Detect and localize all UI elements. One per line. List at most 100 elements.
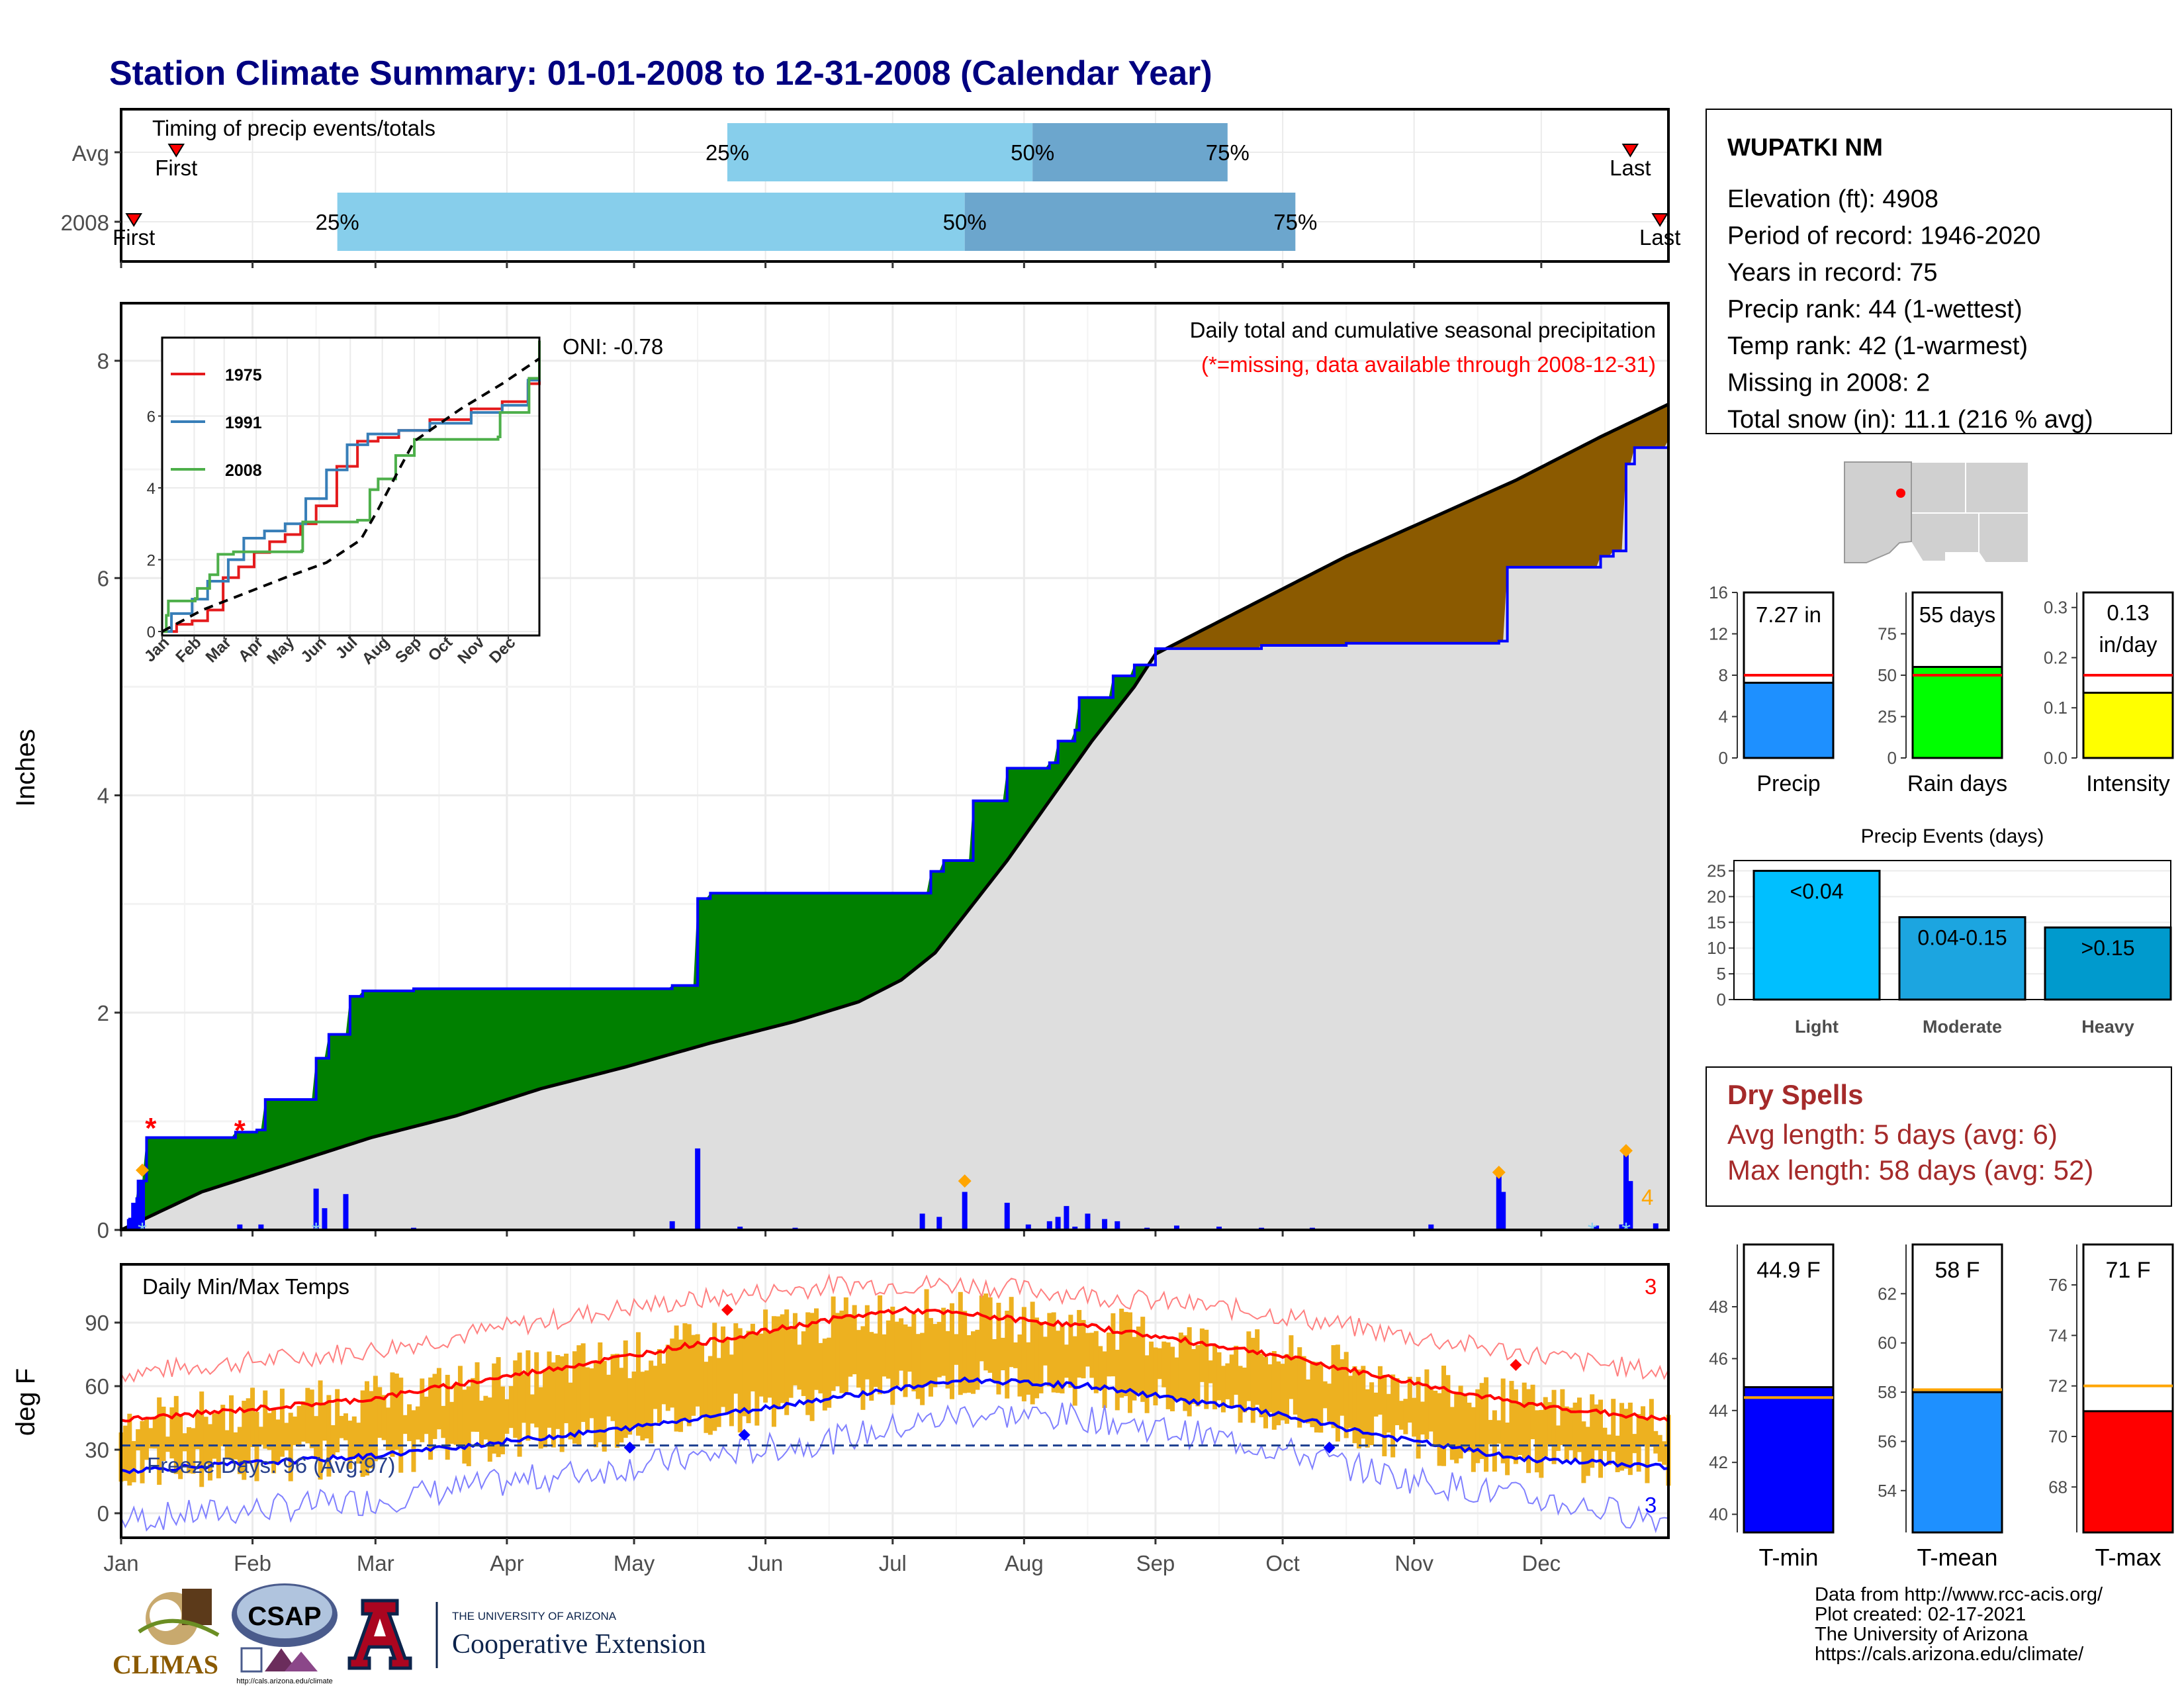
daily-temp-bar — [576, 1345, 582, 1447]
inset-y-tick-label: 0 — [147, 624, 156, 641]
daily-temp-bar — [780, 1314, 785, 1403]
daily-temp-bar — [195, 1413, 200, 1450]
daily-precip-bar — [1004, 1202, 1010, 1230]
daily-temp-bar — [1119, 1308, 1124, 1398]
precip-observed-line — [121, 440, 1670, 1231]
daily-temp-bar — [136, 1429, 141, 1451]
temp-summary-bar-2-value-bar — [2082, 1410, 2174, 1534]
daily-temp-bar — [1445, 1375, 1451, 1446]
daily-temp-bar — [449, 1401, 455, 1444]
daily-temp-bar — [1433, 1390, 1438, 1447]
month-tick-label: Oct — [1265, 1551, 1299, 1575]
month-tick-label: Jun — [748, 1551, 783, 1575]
daily-precip-bar — [669, 1221, 675, 1230]
timing-title: Timing of precip events/totals — [152, 116, 435, 140]
daily-temp-bar — [1089, 1333, 1095, 1378]
daily-temp-bar — [1123, 1311, 1128, 1397]
daily-temp-bar — [737, 1328, 743, 1432]
timing-p75-label: 75% — [1206, 140, 1250, 165]
timing-p50-label: 50% — [943, 210, 987, 234]
daily-temp-bar — [1259, 1353, 1264, 1418]
summary-bar-0-value-bar — [1743, 681, 1835, 759]
temp-y-tick-label: 90 — [85, 1311, 109, 1335]
daily-precip-bar — [1046, 1221, 1052, 1230]
daily-temp-bar — [928, 1318, 933, 1397]
footer-credits: Data from http://www.rcc-acis.org/Plot c… — [1815, 1584, 2103, 1665]
inset-x-tick-label: Feb — [172, 633, 205, 666]
daily-temp-bar — [1479, 1383, 1484, 1460]
precip-corner-count: 4 — [1641, 1185, 1653, 1209]
dry-spells-title: Dry Spells — [1727, 1079, 1863, 1110]
month-tick-label: Mar — [357, 1551, 394, 1575]
daily-temp-bar — [1543, 1397, 1548, 1457]
daily-temp-bar — [627, 1378, 633, 1435]
daily-temp-bar — [589, 1368, 594, 1419]
daily-temp-bar — [1285, 1354, 1290, 1424]
daily-temp-bar — [763, 1309, 768, 1403]
daily-precip-bar — [1173, 1225, 1179, 1230]
temp-summary-bar-1-y-tick-label: 58 — [1878, 1382, 1897, 1402]
daily-temp-bar — [1322, 1381, 1328, 1409]
daily-temp-bar — [585, 1367, 590, 1431]
footer-credit-line: Data from http://www.rcc-acis.org/ — [1815, 1584, 2103, 1605]
daily-temp-bar — [335, 1389, 340, 1452]
temp-summary-label: T-min — [1759, 1544, 1819, 1571]
temp-summary-bar-0-y-tick-label: 46 — [1709, 1348, 1728, 1368]
daily-temp-bar — [1314, 1362, 1319, 1432]
daily-temp-bar — [415, 1406, 420, 1440]
daily-temp-bar — [598, 1342, 603, 1442]
daily-temp-bar — [1484, 1377, 1489, 1472]
daily-temp-bar — [483, 1395, 488, 1440]
state-map — [1843, 460, 2030, 565]
inset-avg-line — [161, 357, 541, 633]
precip-avg-area — [121, 440, 1668, 1230]
daily-temp-bar — [1085, 1333, 1090, 1367]
daily-temp-bar — [933, 1324, 938, 1387]
daily-temp-bar — [237, 1427, 242, 1474]
daily-temp-bar — [131, 1440, 136, 1483]
heavy-event-marker — [1492, 1166, 1506, 1180]
daily-temp-bar — [1369, 1382, 1375, 1446]
daily-temp-bar — [843, 1297, 848, 1394]
daily-temp-bar — [271, 1409, 277, 1474]
daily-temp-bar — [1615, 1435, 1620, 1472]
timing-p25-label: 25% — [705, 140, 749, 165]
daily-temp-bar — [1564, 1406, 1569, 1460]
daily-temp-bar — [1518, 1403, 1523, 1456]
daily-temp-bar — [1467, 1402, 1472, 1452]
footer-credit-line: https://cals.arizona.edu/climate/ — [1815, 1644, 2084, 1665]
precip-y-tick-label: 0 — [97, 1218, 109, 1243]
temp-summary-bar-2-y-tick-label: 68 — [2048, 1477, 2068, 1497]
daily-temp-bar — [284, 1423, 289, 1451]
daily-temp-bar — [564, 1353, 569, 1423]
record-high-marker — [721, 1303, 733, 1316]
daily-temp-bar — [386, 1407, 391, 1450]
daily-temp-bar — [351, 1416, 357, 1457]
daily-temp-bar — [1068, 1315, 1073, 1388]
daily-precip-bar — [1594, 1225, 1600, 1230]
daily-temp-bar — [678, 1339, 684, 1432]
freeze-days-label: Freeze Days: 96 (Avg:97) — [147, 1453, 395, 1477]
daily-temp-bar — [178, 1414, 183, 1479]
daily-temp-bar — [1267, 1364, 1273, 1413]
summary-bar-1-y-tick-label: 0 — [1888, 748, 1897, 768]
daily-temp-bar — [314, 1416, 319, 1459]
avg-min-temp-line — [120, 1376, 1669, 1474]
daily-temp-bar — [140, 1421, 145, 1483]
daily-temp-bar — [979, 1295, 984, 1362]
daily-temp-bar — [390, 1372, 395, 1457]
daily-temp-bar — [1475, 1389, 1480, 1464]
precip-avg-line — [120, 402, 1670, 1232]
daily-temp-bar — [894, 1321, 899, 1386]
daily-temp-bar — [649, 1360, 654, 1444]
temp-summary-bar-2-y-tick-label: 70 — [2048, 1427, 2068, 1446]
timing-bar-50-75 — [1032, 123, 1228, 181]
daily-temp-bar — [165, 1436, 170, 1452]
daily-precip-bar — [140, 1181, 146, 1230]
daily-temp-bar — [1560, 1389, 1565, 1446]
daily-temp-bar — [122, 1425, 128, 1481]
daily-temp-bar — [949, 1303, 954, 1399]
daily-temp-bar — [835, 1313, 841, 1387]
daily-temp-bar — [208, 1424, 213, 1481]
temp-summary-bar-0-value-bar — [1743, 1386, 1835, 1534]
